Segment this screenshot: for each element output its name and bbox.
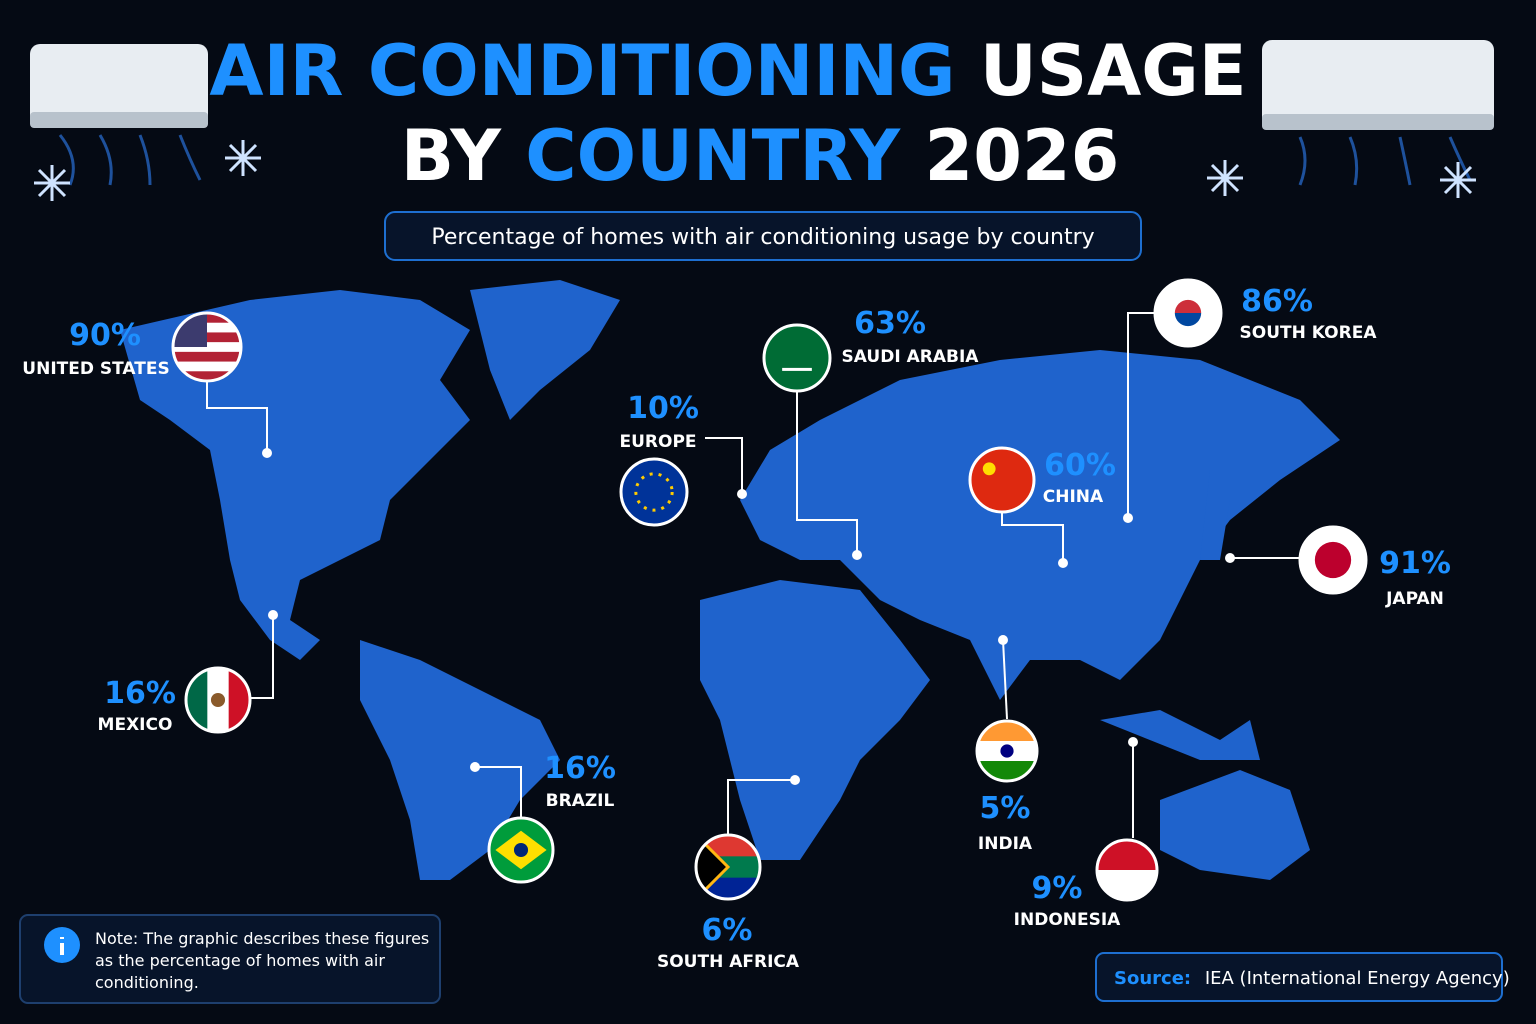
title-part: BY: [401, 115, 503, 197]
flag-sword: [782, 367, 812, 371]
country-name: SOUTH AFRICA: [657, 952, 800, 972]
value-label: 5%: [980, 791, 1031, 826]
flag-field: [764, 325, 830, 391]
connector: [1001, 512, 1064, 563]
flag-stripe: [173, 361, 241, 372]
flag-triangle: [696, 835, 731, 899]
location-dot: [1058, 558, 1068, 568]
flag-border: [762, 323, 832, 393]
flag: [970, 448, 1034, 512]
flag-taeguk: [1174, 299, 1202, 313]
note-box: [19, 914, 441, 1004]
source-box: [1095, 952, 1503, 1002]
flag-taeguk: [1174, 313, 1202, 327]
flag-emblem: [210, 692, 226, 708]
flag-stripe: [173, 351, 241, 363]
value-label: 63%: [854, 306, 926, 341]
location-dot: [737, 489, 747, 499]
value-label: 90%: [69, 318, 141, 353]
connector: [727, 779, 795, 835]
location-dot: [470, 762, 480, 772]
flag-border: [694, 833, 762, 901]
location-dot: [1123, 513, 1133, 523]
flag-star: [982, 462, 996, 476]
title-part: COUNTRY: [525, 115, 901, 197]
flag-border: [1153, 278, 1223, 348]
flag-stars: [634, 472, 674, 512]
connector: [705, 437, 743, 494]
subtitle-box: [384, 211, 1142, 261]
markers: 90% UNITED STATES 16% MEXICO 16% BRAZIL 10% EUR…: [22, 278, 1451, 972]
value-label: 6%: [702, 913, 753, 948]
location-dot: [790, 775, 800, 785]
country-name: UNITED STATES: [22, 359, 169, 379]
location-dot: [998, 635, 1008, 645]
flag: [764, 325, 830, 391]
snowflakes: [34, 140, 1476, 201]
flag: [1300, 527, 1366, 593]
flag-border: [619, 457, 689, 527]
country-name: INDONESIA: [1014, 910, 1122, 930]
value-label: 10%: [627, 391, 699, 426]
country-name: JAPAN: [1385, 589, 1444, 609]
source-label: Source:: [1114, 968, 1191, 989]
country-name: SOUTH KOREA: [1240, 323, 1378, 343]
location-dot: [1128, 737, 1138, 747]
location-dot: [262, 448, 272, 458]
flag-border: [968, 446, 1036, 514]
country-name: BRAZIL: [546, 791, 615, 811]
connector: [796, 392, 858, 555]
country-name: CHINA: [1043, 487, 1104, 507]
country-name: EUROPE: [619, 432, 696, 452]
ac-unit-left: [30, 44, 208, 186]
flag-stripe: [173, 342, 241, 353]
connector: [206, 381, 268, 453]
value-label: 16%: [104, 676, 176, 711]
connector: [1127, 312, 1155, 518]
flag-field: [970, 448, 1034, 512]
connector: [475, 766, 522, 818]
flag-emblem: [513, 842, 529, 858]
connector: [250, 615, 274, 699]
flag-emblem: [1314, 541, 1352, 579]
source-text: IEA (International Energy Agency): [1205, 968, 1510, 989]
flag-border: [171, 311, 243, 383]
title-line1: AIR CONDITIONING USAGE: [209, 30, 1246, 112]
flag: [1155, 280, 1221, 346]
value-label: 9%: [1032, 871, 1083, 906]
title-part: AIR CONDITIONING: [209, 30, 955, 112]
value-label: 16%: [544, 751, 616, 786]
flag: [489, 818, 553, 882]
flag-border: [1298, 525, 1368, 595]
source: Source: IEA (International Energy Agency…: [1114, 968, 1510, 989]
flag-border: [1095, 838, 1159, 902]
flag: [621, 459, 687, 525]
connector: [1002, 639, 1008, 720]
ac-unit-right: [1262, 40, 1494, 186]
value-label: 91%: [1379, 546, 1451, 581]
note-wrap: Note: The graphic describes these figure…: [95, 929, 430, 992]
location-dot: [268, 610, 278, 620]
title-part: USAGE: [980, 30, 1247, 112]
value-label: 86%: [1241, 284, 1313, 319]
flag-border: [487, 816, 555, 884]
value-label: 60%: [1044, 448, 1116, 483]
flag-stripe: [173, 371, 241, 381]
flag-border: [184, 666, 252, 734]
subtitle: Percentage of homes with air conditionin…: [431, 225, 1094, 250]
title-line2: BY COUNTRY 2026: [401, 115, 1120, 197]
location-dot: [1225, 553, 1235, 563]
location-dot: [852, 550, 862, 560]
country-name: MEXICO: [98, 715, 173, 735]
note-text: Note: The graphic describes these figure…: [95, 929, 430, 992]
flag-field: [621, 459, 687, 525]
flag-border: [975, 719, 1039, 783]
flag-emblem: [1000, 744, 1014, 758]
country-name: SAUDI ARABIA: [842, 347, 980, 367]
country-name: INDIA: [978, 834, 1033, 854]
title-part: 2026: [924, 115, 1119, 197]
